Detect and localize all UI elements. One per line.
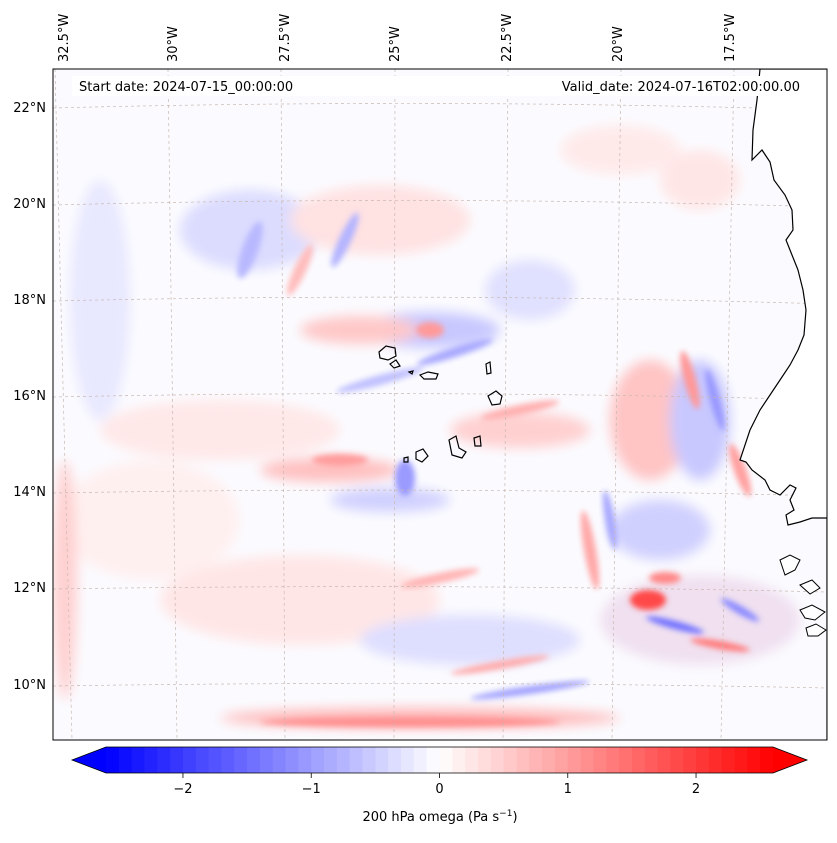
colorbar-cell bbox=[311, 747, 325, 773]
colorbar-cell bbox=[516, 747, 530, 773]
colorbar-cell bbox=[542, 747, 556, 773]
colorbar-cell bbox=[439, 747, 453, 773]
colorbar-cell bbox=[580, 747, 595, 773]
lat-label: 10°N bbox=[13, 678, 46, 693]
colorbar-cell bbox=[465, 747, 479, 773]
colorbar-cell bbox=[131, 747, 146, 773]
map-border bbox=[52, 68, 828, 741]
colorbar-cell bbox=[285, 747, 300, 773]
colorbar-cell bbox=[272, 747, 287, 773]
colorbar-cell bbox=[734, 747, 748, 773]
colorbar-cell bbox=[118, 747, 133, 773]
colorbar-tick-label: 2 bbox=[692, 782, 700, 797]
colorbar-cell bbox=[247, 747, 261, 773]
colorbar-tick-label: −2 bbox=[173, 782, 192, 797]
colorbar-cell bbox=[644, 747, 659, 773]
date-banner bbox=[72, 76, 806, 96]
colorbar-cell bbox=[477, 747, 492, 773]
colorbar-cell bbox=[619, 747, 633, 773]
omega-field bbox=[53, 125, 800, 728]
longitude-labels: 32.5°W 30°W 27.5°W 25°W 22.5°W 20°W 17.5… bbox=[57, 14, 738, 62]
colorbar-cell bbox=[721, 747, 736, 773]
lat-label: 18°N bbox=[13, 293, 46, 308]
colorbar-label: 200 hPa omega (Pa s−1) bbox=[362, 809, 517, 825]
colorbar-cell bbox=[747, 747, 761, 773]
colorbar-outline bbox=[70, 746, 809, 774]
colorbar-cell bbox=[760, 747, 774, 773]
colorbar-cell bbox=[234, 747, 248, 773]
colorbar-cell bbox=[670, 747, 684, 773]
map-panel bbox=[53, 69, 827, 740]
colorbar-cell bbox=[182, 747, 197, 773]
colorbar-cell bbox=[452, 747, 466, 773]
gridlines bbox=[53, 69, 827, 740]
colorbar-min-extend bbox=[72, 747, 106, 773]
lon-label: 25°W bbox=[388, 26, 403, 62]
colorbar-cell bbox=[567, 747, 582, 773]
start-date-label: Start date: 2024-07-15_00:00:00 bbox=[79, 80, 293, 95]
colorbar-cell bbox=[401, 747, 415, 773]
colorbar-cell bbox=[259, 747, 274, 773]
lat-label: 12°N bbox=[13, 581, 46, 596]
coastal-islands bbox=[779, 554, 827, 637]
colorbar-cell bbox=[195, 747, 210, 773]
colorbar-cell bbox=[362, 747, 376, 773]
colorbar-cell bbox=[657, 747, 671, 773]
colorbar-cell bbox=[336, 747, 351, 773]
colorbar-cell bbox=[631, 747, 646, 773]
valid-date-label: Valid_date: 2024-07-16T02:00:00.00 bbox=[562, 80, 800, 95]
lon-label: 17.5°W bbox=[723, 14, 738, 62]
colorbar-cell bbox=[144, 747, 158, 773]
colorbar-tick-label: 0 bbox=[435, 782, 443, 797]
colorbar-cell bbox=[157, 747, 171, 773]
colorbar-cell bbox=[298, 747, 312, 773]
colorbar-cell bbox=[324, 747, 338, 773]
colorbar-tick-label: −1 bbox=[302, 782, 321, 797]
cape-verde-islands bbox=[378, 345, 503, 463]
lon-label: 20°W bbox=[611, 26, 626, 62]
colorbar-cell bbox=[208, 747, 223, 773]
colorbar-cell bbox=[593, 747, 607, 773]
colorbar-ticks: −2 −1 0 1 2 bbox=[173, 773, 700, 797]
colorbar-cell bbox=[426, 747, 441, 773]
colorbar-cell bbox=[349, 747, 364, 773]
lon-label: 22.5°W bbox=[500, 14, 515, 62]
colorbar-cell bbox=[708, 747, 723, 773]
colorbar: −2 −1 0 1 2 200 hPa omega (Pa s−1) bbox=[70, 746, 809, 825]
lon-label: 30°W bbox=[166, 26, 181, 62]
colorbar-cell bbox=[375, 747, 389, 773]
lon-label: 27.5°W bbox=[278, 14, 293, 62]
colorbar-cells bbox=[72, 747, 807, 773]
lat-label: 22°N bbox=[13, 101, 46, 116]
latitude-labels: 22°N 20°N 18°N 16°N 14°N 12°N 10°N bbox=[13, 101, 46, 693]
colorbar-cell bbox=[554, 747, 569, 773]
lon-label: 32.5°W bbox=[57, 14, 72, 62]
colorbar-cell bbox=[490, 747, 505, 773]
lat-label: 16°N bbox=[13, 389, 46, 404]
africa-coastline bbox=[739, 69, 827, 740]
colorbar-cell bbox=[106, 747, 120, 773]
colorbar-cell bbox=[503, 747, 518, 773]
colorbar-cell bbox=[683, 747, 697, 773]
colorbar-tick-label: 1 bbox=[564, 782, 572, 797]
colorbar-max-extend bbox=[773, 747, 807, 773]
colorbar-cell bbox=[696, 747, 710, 773]
colorbar-cell bbox=[413, 747, 428, 773]
colorbar-cell bbox=[388, 747, 402, 773]
colorbar-cell bbox=[606, 747, 620, 773]
lat-label: 14°N bbox=[13, 485, 46, 500]
omega-streaks bbox=[237, 212, 760, 727]
colorbar-cell bbox=[170, 747, 184, 773]
colorbar-cell bbox=[221, 747, 235, 773]
lat-label: 20°N bbox=[13, 197, 46, 212]
colorbar-cell bbox=[529, 747, 543, 773]
